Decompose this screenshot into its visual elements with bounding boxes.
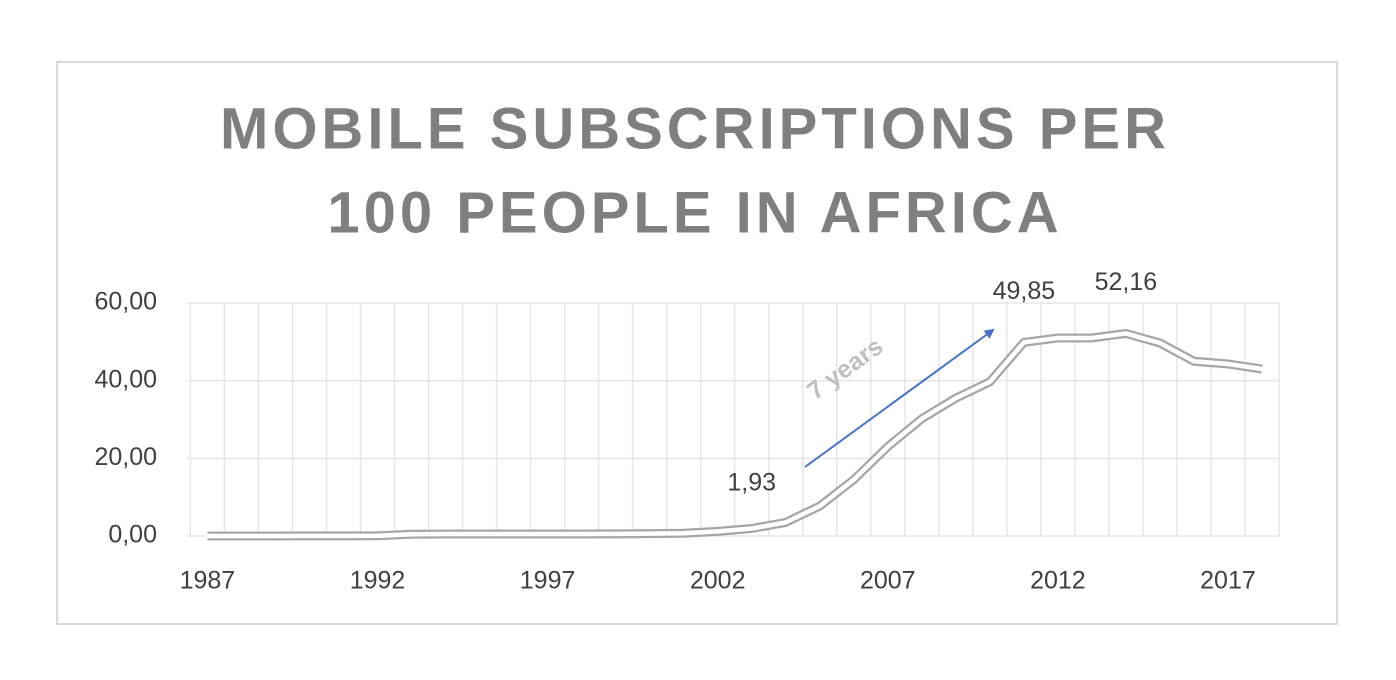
- grid: [187, 302, 1280, 537]
- x-tick-label: 2002: [690, 567, 746, 595]
- x-tick-label: 1992: [350, 567, 406, 595]
- plot: [207, 328, 1263, 541]
- line-inner: [207, 331, 1263, 539]
- y-tick-label: 0,00: [108, 521, 157, 549]
- x-tick-label: 1997: [520, 567, 576, 595]
- x-tick-label: 2007: [860, 567, 916, 595]
- y-tick-label: 20,00: [94, 443, 157, 471]
- data-label: 52,16: [1095, 268, 1158, 296]
- y-tick-label: 40,00: [94, 365, 157, 393]
- arrow: [804, 328, 995, 468]
- data-label: 1,93: [727, 469, 776, 497]
- data-label: 49,85: [993, 277, 1056, 305]
- chart-title: MOBILE SUBSCRIPTIONS PER: [220, 96, 1170, 161]
- x-tick-label: 2017: [1200, 567, 1256, 595]
- x-tick-label: 1987: [180, 567, 236, 595]
- y-tick-label: 60,00: [94, 288, 157, 316]
- x-tick-label: 2012: [1030, 567, 1086, 595]
- chart-title: 100 PEOPLE IN AFRICA: [327, 180, 1062, 245]
